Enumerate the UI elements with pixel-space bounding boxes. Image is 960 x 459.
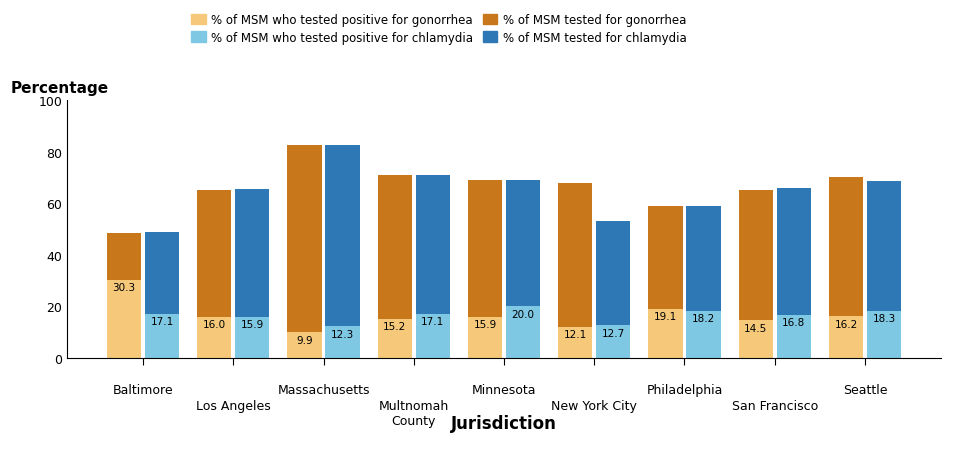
Text: 30.3: 30.3: [112, 283, 135, 293]
Bar: [686, 207, 721, 311]
Bar: [777, 188, 811, 315]
X-axis label: Jurisdiction: Jurisdiction: [451, 414, 557, 432]
Text: 12.7: 12.7: [602, 328, 625, 338]
Bar: [325, 146, 360, 326]
Bar: [468, 317, 502, 358]
Text: 16.2: 16.2: [834, 319, 857, 329]
Bar: [828, 316, 863, 358]
Text: 19.1: 19.1: [654, 312, 677, 321]
Bar: [235, 317, 270, 358]
Bar: [867, 182, 901, 311]
Bar: [377, 319, 412, 358]
Bar: [506, 307, 540, 358]
Text: 20.0: 20.0: [512, 309, 535, 319]
Bar: [558, 183, 592, 327]
Bar: [235, 190, 270, 317]
Bar: [596, 222, 631, 325]
Bar: [325, 326, 360, 358]
Bar: [828, 178, 863, 316]
Text: 15.2: 15.2: [383, 321, 406, 331]
Bar: [416, 175, 450, 314]
Text: 14.5: 14.5: [744, 323, 767, 333]
Text: Massachusetts: Massachusetts: [277, 383, 370, 396]
Text: Seattle: Seattle: [843, 383, 887, 396]
Bar: [145, 314, 180, 358]
Bar: [648, 309, 683, 358]
Bar: [145, 232, 180, 314]
Bar: [558, 327, 592, 358]
Bar: [686, 311, 721, 358]
Text: Philadelphia: Philadelphia: [646, 383, 723, 396]
Bar: [777, 315, 811, 358]
Text: 15.9: 15.9: [473, 320, 496, 330]
Text: 17.1: 17.1: [421, 317, 444, 327]
Text: 9.9: 9.9: [297, 335, 313, 345]
Text: 18.2: 18.2: [692, 314, 715, 324]
Bar: [867, 311, 901, 358]
Bar: [287, 333, 322, 358]
Bar: [107, 233, 141, 280]
Bar: [287, 146, 322, 333]
Text: Percentage: Percentage: [11, 81, 108, 96]
Text: 12.1: 12.1: [564, 330, 587, 340]
Text: Multnomah
County: Multnomah County: [378, 400, 449, 427]
Bar: [648, 207, 683, 309]
Bar: [377, 175, 412, 319]
Bar: [197, 317, 231, 358]
Text: 15.9: 15.9: [241, 320, 264, 330]
Bar: [197, 191, 231, 317]
Text: 12.3: 12.3: [331, 329, 354, 339]
Bar: [506, 181, 540, 307]
Text: 17.1: 17.1: [151, 317, 174, 327]
Text: 18.3: 18.3: [873, 313, 896, 324]
Bar: [468, 181, 502, 317]
Bar: [107, 280, 141, 358]
Bar: [738, 191, 773, 321]
Bar: [596, 325, 631, 358]
Text: Los Angeles: Los Angeles: [196, 400, 271, 413]
Text: San Francisco: San Francisco: [732, 400, 818, 413]
Text: 16.0: 16.0: [203, 319, 226, 330]
Text: New York City: New York City: [551, 400, 637, 413]
Text: Minnesota: Minnesota: [471, 383, 537, 396]
Legend: % of MSM who tested positive for gonorrhea, % of MSM who tested positive for chl: % of MSM who tested positive for gonorrh…: [186, 9, 691, 49]
Text: Baltimore: Baltimore: [112, 383, 174, 396]
Text: 16.8: 16.8: [782, 318, 805, 327]
Bar: [738, 321, 773, 358]
Bar: [416, 314, 450, 358]
